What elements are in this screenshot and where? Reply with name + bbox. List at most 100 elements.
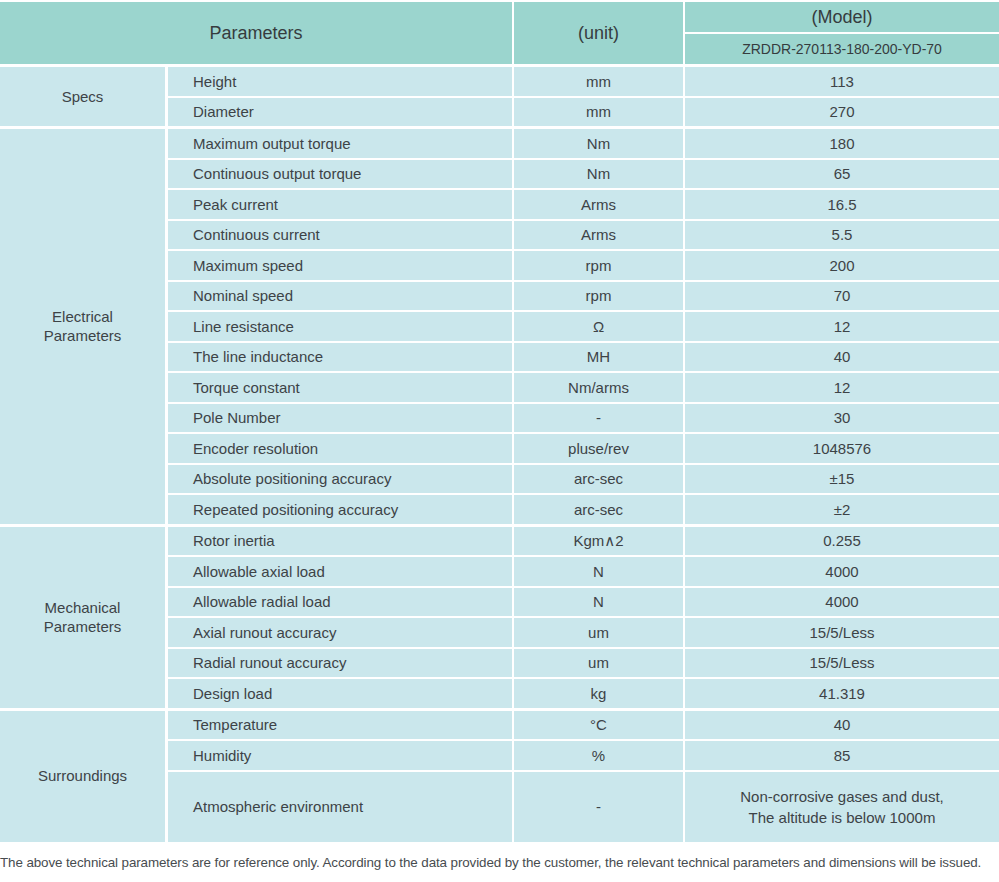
unit-header-cell: (unit)	[514, 2, 683, 64]
unit-cell: MH	[514, 343, 683, 372]
table-row: Pole Number-30	[168, 404, 999, 433]
parameters-header-cell: Parameters	[0, 2, 512, 64]
unit-cell: N	[514, 588, 683, 617]
table-row: Encoder resolutionpluse/rev1048576	[168, 434, 999, 463]
table-row: Continuous output torqueNm65	[168, 160, 999, 189]
unit-cell: Kgm∧2	[514, 527, 683, 556]
param-cell: Line resistance	[168, 312, 512, 341]
model-header-cell: (Model)	[685, 2, 999, 32]
param-cell: Encoder resolution	[168, 434, 512, 463]
table-row: Repeated positioning accuracyarc-sec±2	[168, 495, 999, 524]
section-mechanical-parameters: Mechanical ParametersRotor inertiaKgm∧20…	[0, 527, 999, 708]
table-row: Humidity%85	[168, 741, 999, 770]
table-header-row: Parameters (unit) (Model) ZRDDR-270113-1…	[0, 2, 999, 64]
table-row: The line inductanceMH40	[168, 343, 999, 372]
unit-cell: arc-sec	[514, 465, 683, 494]
param-cell: Absolute positioning accuracy	[168, 465, 512, 494]
unit-cell: mm	[514, 67, 683, 96]
section-rows: Temperature°C40Humidity%85Atmospheric en…	[168, 711, 999, 842]
unit-cell: °C	[514, 711, 683, 740]
value-cell: 200	[685, 251, 999, 280]
spec-table: Parameters (unit) (Model) ZRDDR-270113-1…	[0, 2, 999, 842]
model-header-column: (Model) ZRDDR-270113-180-200-YD-70	[685, 2, 999, 64]
table-row: Maximum speedrpm200	[168, 251, 999, 280]
unit-cell: Arms	[514, 190, 683, 219]
value-cell: 12	[685, 312, 999, 341]
param-cell: Height	[168, 67, 512, 96]
unit-cell: Nm	[514, 129, 683, 158]
value-cell: Non-corrosive gases and dust, The altitu…	[685, 772, 999, 842]
table-row: Temperature°C40	[168, 711, 999, 740]
table-row: Torque constantNm/arms12	[168, 373, 999, 402]
table-row: Heightmm113	[168, 67, 999, 96]
value-cell: 4000	[685, 557, 999, 586]
value-cell: 113	[685, 67, 999, 96]
table-row: Allowable radial loadN4000	[168, 588, 999, 617]
param-cell: Maximum speed	[168, 251, 512, 280]
section-label: Specs	[0, 67, 165, 126]
unit-cell: -	[514, 772, 683, 842]
unit-cell: um	[514, 649, 683, 678]
model-number-cell: ZRDDR-270113-180-200-YD-70	[685, 34, 999, 64]
unit-cell: pluse/rev	[514, 434, 683, 463]
value-cell: ±15	[685, 465, 999, 494]
unit-cell: um	[514, 618, 683, 647]
param-cell: The line inductance	[168, 343, 512, 372]
table-row: Peak currentArms16.5	[168, 190, 999, 219]
unit-cell: Nm	[514, 160, 683, 189]
value-cell: 15/5/Less	[685, 649, 999, 678]
unit-cell: N	[514, 557, 683, 586]
table-row: Design loadkg41.319	[168, 679, 999, 708]
table-row: Rotor inertiaKgm∧20.255	[168, 527, 999, 556]
unit-cell: -	[514, 404, 683, 433]
table-row: Diametermm270	[168, 98, 999, 127]
param-cell: Atmospheric environment	[168, 772, 512, 842]
value-cell: 16.5	[685, 190, 999, 219]
param-cell: Pole Number	[168, 404, 512, 433]
footer-note: The above technical parameters are for r…	[0, 855, 999, 870]
table-body: SpecsHeightmm113Diametermm270Electrical …	[0, 67, 999, 842]
param-cell: Temperature	[168, 711, 512, 740]
value-cell: 15/5/Less	[685, 618, 999, 647]
unit-cell: arc-sec	[514, 495, 683, 524]
unit-cell: kg	[514, 679, 683, 708]
param-cell: Allowable axial load	[168, 557, 512, 586]
value-cell: 180	[685, 129, 999, 158]
value-cell: 270	[685, 98, 999, 127]
table-row: Allowable axial loadN4000	[168, 557, 999, 586]
unit-cell: rpm	[514, 251, 683, 280]
section-label: Mechanical Parameters	[0, 527, 165, 708]
param-cell: Torque constant	[168, 373, 512, 402]
value-cell: 0.255	[685, 527, 999, 556]
value-cell: 1048576	[685, 434, 999, 463]
param-cell: Continuous current	[168, 221, 512, 250]
param-cell: Axial runout accuracy	[168, 618, 512, 647]
unit-cell: Ω	[514, 312, 683, 341]
param-cell: Repeated positioning accuracy	[168, 495, 512, 524]
section-rows: Heightmm113Diametermm270	[168, 67, 999, 126]
unit-cell: Nm/arms	[514, 373, 683, 402]
param-cell: Diameter	[168, 98, 512, 127]
section-surroundings: SurroundingsTemperature°C40Humidity%85At…	[0, 711, 999, 842]
table-row: Nominal speedrpm70	[168, 282, 999, 311]
table-row: Maximum output torqueNm180	[168, 129, 999, 158]
value-cell: 40	[685, 711, 999, 740]
unit-cell: mm	[514, 98, 683, 127]
table-row: Continuous currentArms5.5	[168, 221, 999, 250]
value-cell: 30	[685, 404, 999, 433]
section-specs: SpecsHeightmm113Diametermm270	[0, 67, 999, 126]
param-cell: Allowable radial load	[168, 588, 512, 617]
value-cell: 12	[685, 373, 999, 402]
table-row: Radial runout accuracyum15/5/Less	[168, 649, 999, 678]
param-cell: Peak current	[168, 190, 512, 219]
section-electrical-parameters: Electrical ParametersMaximum output torq…	[0, 129, 999, 524]
param-cell: Design load	[168, 679, 512, 708]
param-cell: Rotor inertia	[168, 527, 512, 556]
value-cell: 65	[685, 160, 999, 189]
section-rows: Rotor inertiaKgm∧20.255Allowable axial l…	[168, 527, 999, 708]
value-cell: 70	[685, 282, 999, 311]
param-cell: Humidity	[168, 741, 512, 770]
section-label: Surroundings	[0, 711, 165, 842]
section-rows: Maximum output torqueNm180Continuous out…	[168, 129, 999, 524]
unit-cell: Arms	[514, 221, 683, 250]
